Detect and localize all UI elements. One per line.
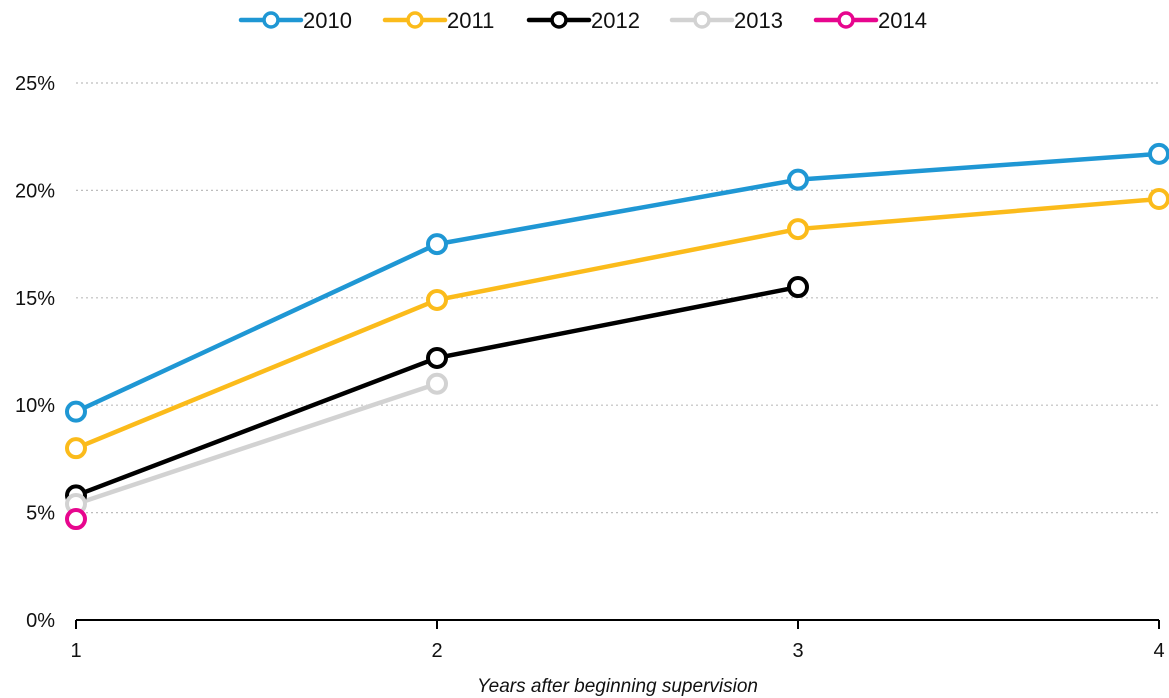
data-point-2012 [787, 276, 809, 299]
x-tick-label: 4 [1153, 640, 1164, 662]
legend-label-2012: 2012 [591, 8, 640, 33]
data-point-2013 [426, 372, 448, 395]
legend-label-2014: 2014 [878, 8, 927, 33]
y-tick-label: 25% [15, 73, 55, 95]
data-point-2011 [426, 288, 448, 311]
x-tick-label: 1 [70, 640, 81, 662]
y-tick-label: 20% [15, 180, 55, 202]
data-point-2011 [65, 437, 87, 460]
legend-marker-2013 [693, 11, 711, 29]
series-line-2010 [73, 151, 1162, 414]
data-point-2010 [787, 168, 809, 191]
data-point-2012 [426, 346, 448, 369]
legend-marker-2010 [262, 11, 280, 29]
series-line-2011 [73, 196, 1162, 451]
legend-marker-2011 [406, 11, 424, 29]
legend-marker-2012 [550, 11, 568, 29]
y-axis-ticks: 0% 5% 10% 15% 20% 25% [15, 73, 55, 632]
legend: 2010 2011 2012 2013 2014 [238, 8, 927, 33]
data-point-2010 [1148, 142, 1169, 165]
x-axis-ticks: 1 2 3 4 [70, 620, 1165, 662]
y-tick-label: 15% [15, 288, 55, 310]
legend-label-2013: 2013 [734, 8, 783, 33]
legend-label-2011: 2011 [447, 8, 494, 33]
x-tick-label: 2 [431, 640, 442, 662]
y-tick-label: 10% [15, 395, 55, 417]
gridlines [76, 82, 1159, 514]
x-tick-label: 3 [792, 640, 803, 662]
x-axis-title: Years after beginning supervision [477, 676, 758, 697]
y-tick-label: 5% [26, 503, 55, 525]
y-tick-label: 0% [26, 610, 55, 632]
data-point-2011 [1148, 187, 1169, 210]
series-points [65, 142, 1169, 531]
data-point-2014 [65, 508, 87, 531]
series-line-2013 [73, 381, 440, 507]
legend-marker-2014 [837, 11, 855, 29]
data-point-2010 [65, 400, 87, 423]
data-point-2010 [426, 233, 448, 256]
data-point-2011 [787, 218, 809, 241]
legend-label-2010: 2010 [303, 8, 352, 33]
series-lines [73, 151, 1162, 507]
